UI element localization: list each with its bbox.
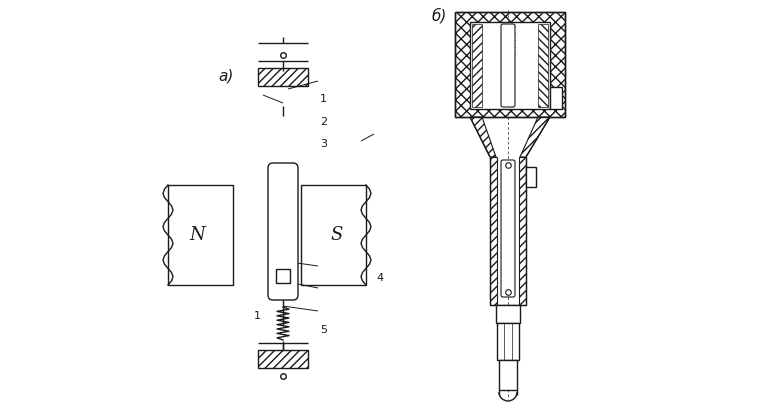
Bar (497, 323, 519, 360)
Bar (472, 24, 482, 107)
Bar (455, 12, 565, 117)
Text: б): б) (432, 8, 448, 24)
Bar (538, 24, 548, 107)
Text: N: N (190, 226, 205, 244)
FancyBboxPatch shape (268, 163, 298, 300)
Bar (470, 22, 550, 109)
Text: 3: 3 (320, 139, 327, 149)
Text: S: S (330, 226, 342, 244)
Text: 5: 5 (320, 325, 327, 335)
Bar (258, 350, 308, 368)
Bar (519, 157, 526, 305)
Bar (550, 87, 562, 109)
Text: 2: 2 (320, 117, 327, 127)
Bar (168, 185, 233, 285)
Bar (301, 185, 366, 285)
Bar (276, 269, 290, 283)
Text: 1: 1 (254, 311, 261, 321)
Polygon shape (470, 117, 496, 157)
Text: 1: 1 (320, 94, 327, 104)
Bar (258, 68, 308, 86)
Bar (526, 167, 536, 187)
Bar (496, 305, 520, 323)
Polygon shape (520, 117, 550, 157)
FancyBboxPatch shape (501, 160, 515, 297)
FancyBboxPatch shape (501, 24, 515, 107)
Bar (490, 157, 497, 305)
Text: 4: 4 (376, 273, 383, 283)
Bar (499, 360, 517, 390)
Text: а): а) (218, 68, 233, 83)
